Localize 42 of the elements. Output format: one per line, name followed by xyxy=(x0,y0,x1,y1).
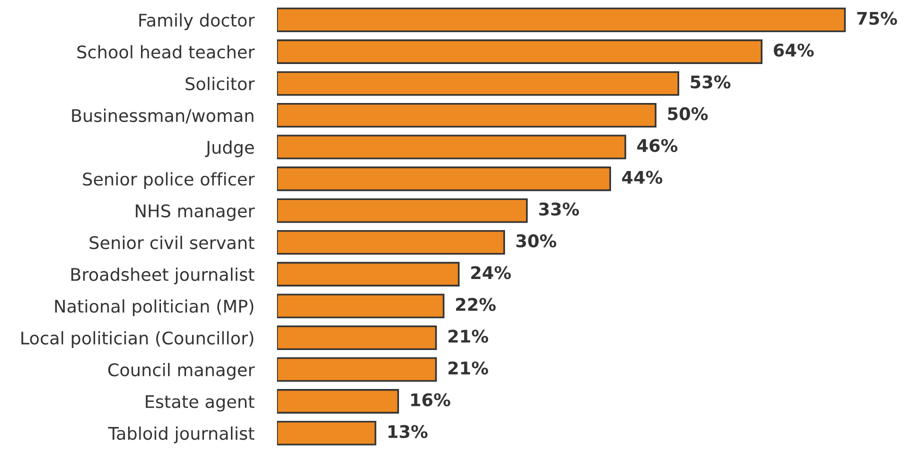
bar xyxy=(277,389,399,414)
bar xyxy=(277,357,437,382)
y-tick-label: Council manager xyxy=(108,362,255,380)
bar xyxy=(277,325,437,350)
data-label: 75% xyxy=(857,12,898,25)
y-tick-label: Local politician (Councillor) xyxy=(21,331,254,348)
bar xyxy=(277,71,680,96)
y-tick-label: Family doctor xyxy=(139,13,255,30)
y-tick-label: Broadsheet journalist xyxy=(71,268,254,284)
data-label: 30% xyxy=(516,234,556,248)
y-tick-label: Tabloid journalist xyxy=(108,426,254,444)
data-label: 21% xyxy=(448,330,488,343)
data-label: 50% xyxy=(668,107,708,120)
data-label: 21% xyxy=(448,361,488,375)
y-tick-label: Senior police officer xyxy=(83,172,255,190)
y-tick-label: Solicitor xyxy=(186,76,255,90)
bar xyxy=(277,8,846,32)
data-label: 33% xyxy=(539,202,580,216)
bar xyxy=(277,198,528,223)
bar xyxy=(277,134,626,160)
data-label: 22% xyxy=(456,298,496,311)
bar xyxy=(277,294,444,318)
bar xyxy=(277,262,460,286)
bar xyxy=(277,420,376,446)
bar xyxy=(277,166,612,192)
y-tick-label: National politician (MP) xyxy=(55,299,254,316)
y-tick-label: School head teacher xyxy=(77,45,255,59)
bar xyxy=(277,39,762,64)
bar xyxy=(277,102,656,128)
y-tick-label: Senior civil servant xyxy=(90,236,254,250)
y-tick-label: Businessman/woman xyxy=(72,108,254,124)
y-tick-label: NHS manager xyxy=(136,204,255,221)
data-label: 64% xyxy=(774,44,814,57)
y-tick-label: Estate agent xyxy=(146,395,254,412)
data-label: 13% xyxy=(388,425,428,438)
data-label: 46% xyxy=(637,138,678,152)
y-tick-label: Judge xyxy=(205,140,254,158)
data-label: 16% xyxy=(411,393,450,406)
data-label: 24% xyxy=(471,266,511,280)
data-label: 53% xyxy=(690,75,730,88)
bar xyxy=(277,230,506,255)
data-label: 44% xyxy=(622,170,662,184)
